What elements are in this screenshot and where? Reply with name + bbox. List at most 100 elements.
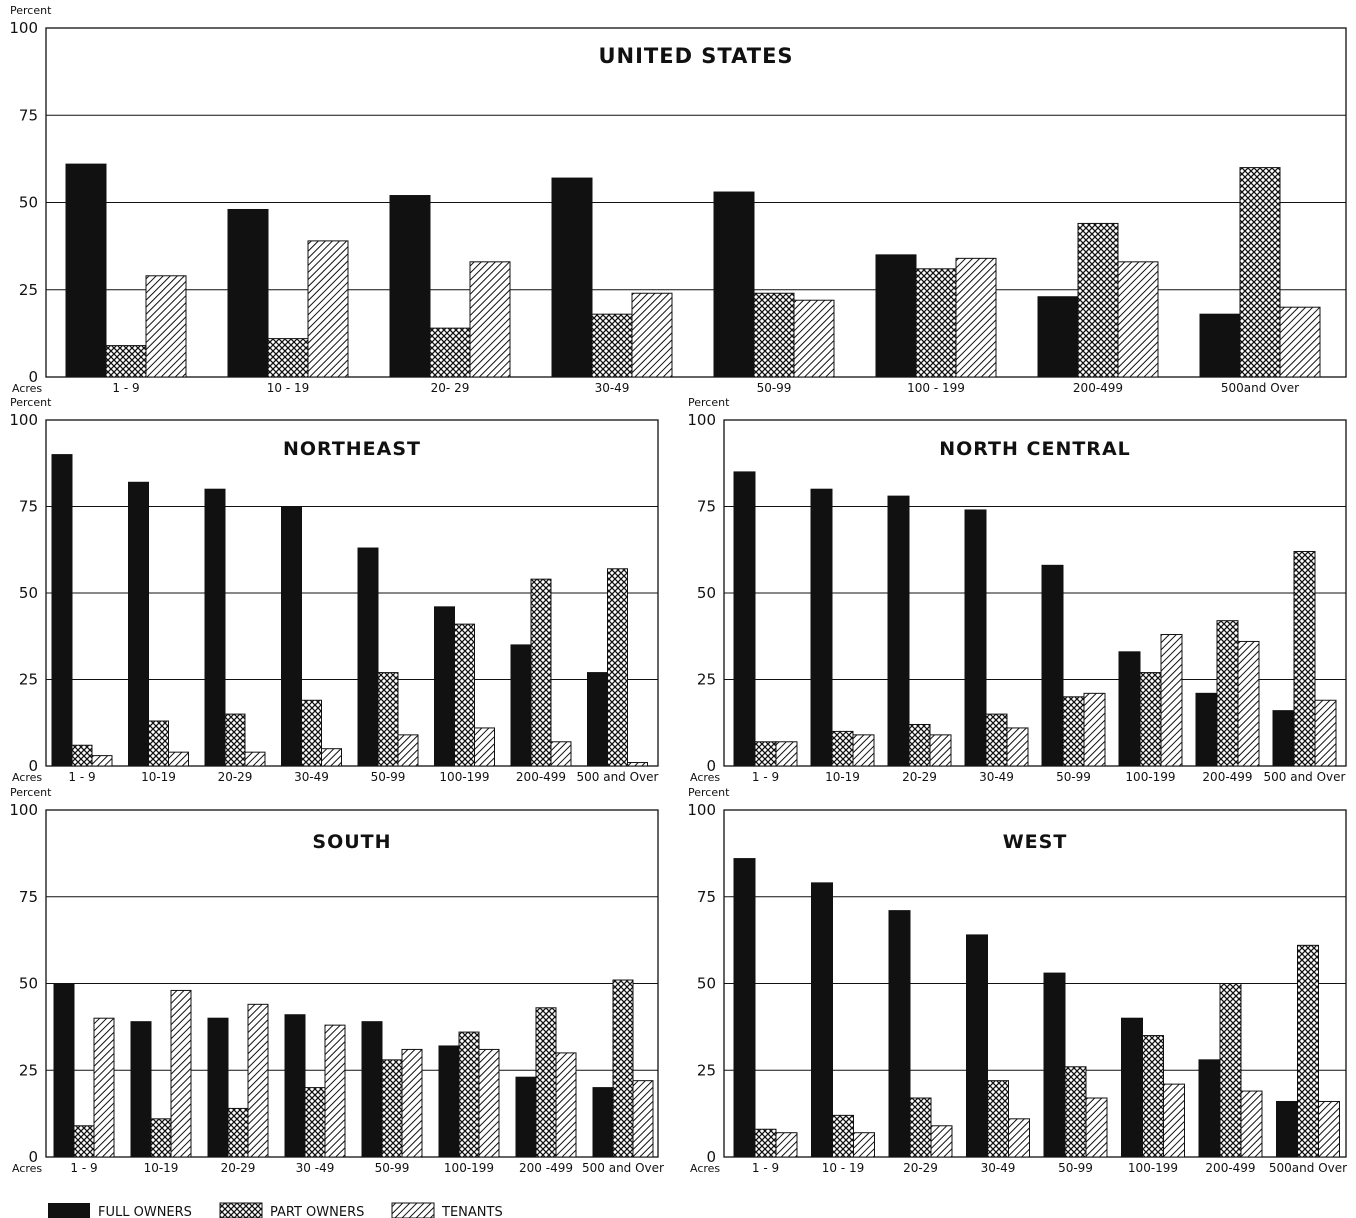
chart-title: WEST	[1003, 831, 1068, 853]
bar-part-owners-100-199	[454, 623, 475, 767]
bar-full-owners-500-and-over	[592, 1087, 614, 1158]
bar-full-owners-20-29	[888, 910, 911, 1158]
y-tick-label: 25	[19, 1061, 38, 1079]
bar-group-1-9	[65, 163, 187, 378]
y-tick-label: 50	[697, 584, 716, 602]
bar-full-owners-200-499	[1198, 1059, 1221, 1158]
y-tick-label: 0	[28, 757, 38, 775]
x-axis-label: Acres	[12, 382, 42, 395]
y-axis-label: Percent	[10, 4, 52, 17]
legend-label-full-owners: FULL OWNERS	[98, 1205, 192, 1218]
bar-tenants-500and-over	[1318, 1100, 1340, 1158]
bar-group-100-199	[438, 1031, 500, 1158]
bar-group-20-29	[207, 1003, 269, 1158]
bar-tenants-200-499	[1237, 640, 1260, 767]
x-tick-label: 30 -49	[296, 1161, 335, 1175]
bar-tenants-30-49	[1008, 1118, 1030, 1158]
y-tick-label: 50	[697, 975, 716, 993]
x-tick-label: 500 and Over	[577, 770, 659, 784]
bar-group-100-199	[1121, 1017, 1185, 1158]
x-tick-label: 1 - 9	[68, 770, 95, 784]
bar-full-owners-100-199	[434, 606, 455, 767]
bar-full-owners-100-199	[1121, 1017, 1143, 1158]
bar-tenants-500-and-over	[1314, 699, 1337, 767]
x-tick-label: 500and Over	[1221, 381, 1299, 395]
panel-west: 0 25 50 75 100 Percent Acres WEST 1 - 9 10 - 19 20…	[687, 786, 1347, 1175]
x-tick-label: 50-99	[375, 1161, 410, 1175]
y-tick-label: 0	[706, 757, 716, 775]
legend-label-tenants: TENANTS	[441, 1205, 503, 1218]
bar-tenants-1-9	[91, 755, 113, 767]
y-tick-label: 100	[687, 801, 716, 819]
bar-part-owners-30-49	[987, 1080, 1009, 1158]
bar-full-owners-100-199	[438, 1045, 460, 1158]
bar-part-owners-50-99	[753, 292, 795, 378]
bar-part-owners-50-99	[381, 1059, 403, 1158]
x-tick-label: 10-19	[825, 770, 860, 784]
bar-part-owners-100-199	[1142, 1035, 1164, 1158]
bar-part-owners-30-49	[985, 713, 1008, 767]
bar-group-100-199	[1118, 634, 1183, 767]
y-axis-label: Percent	[10, 786, 52, 799]
panel-northeast: 0 25 50 75 100 Percent Acres NORTHEAST 1 - 9 10-1…	[9, 396, 659, 784]
bar-tenants-20-29	[930, 1125, 953, 1158]
bar-part-owners-50-99	[377, 672, 399, 767]
bar-part-owners-200-499	[1077, 222, 1119, 378]
bar-full-owners-1-9	[65, 163, 107, 378]
bar-tenants-30-49	[631, 292, 673, 378]
bar-tenants-500and-over	[1279, 306, 1321, 378]
x-tick-label: 200-499	[1073, 381, 1123, 395]
bar-part-owners-10-19	[148, 720, 169, 767]
bar-tenants-100-199	[474, 727, 495, 767]
bar-part-owners-500and-over	[1297, 944, 1319, 1158]
bar-full-owners-30-49	[284, 1014, 306, 1158]
x-tick-label: 1 - 9	[752, 1161, 779, 1175]
bar-part-owners-200-499	[1216, 620, 1239, 767]
x-tick-label: 20-29	[218, 770, 253, 784]
bar-group-50-99	[713, 191, 835, 378]
bar-tenants-20-29	[929, 734, 952, 767]
bar-part-owners-100-199	[915, 268, 957, 378]
x-tick-label: 1 - 9	[70, 1161, 97, 1175]
bar-full-owners-500and-over	[1276, 1100, 1298, 1158]
bar-full-owners-20-29	[389, 195, 431, 378]
bar-full-owners-100-199	[1118, 651, 1141, 767]
x-tick-label: 30-49	[294, 770, 329, 784]
x-tick-label: 100-199	[1125, 770, 1175, 784]
bar-tenants-50-99	[1085, 1097, 1108, 1158]
bar-group-500-and-over	[587, 568, 648, 767]
bar-part-owners-100-199	[1139, 672, 1162, 767]
bar-part-owners-1-9	[73, 1125, 95, 1158]
bar-part-owners-1-9	[754, 1128, 777, 1158]
bar-part-owners-10-19	[267, 338, 309, 378]
y-axis-label: Percent	[688, 786, 730, 799]
bar-full-owners-1-9	[733, 471, 756, 767]
x-tick-label: 100 - 199	[907, 381, 965, 395]
y-tick-label: 75	[19, 498, 38, 516]
bar-group-50-99	[1043, 972, 1108, 1158]
bar-group-30-49	[551, 177, 673, 378]
bar-group-30-49	[966, 934, 1030, 1158]
bar-part-owners-10-19	[150, 1118, 172, 1158]
bar-group-1-9	[733, 858, 798, 1158]
chart-title: UNITED STATES	[598, 44, 793, 68]
bar-full-owners-1-9	[51, 454, 73, 767]
bar-full-owners-500-and-over	[1272, 710, 1295, 767]
bar-full-owners-30-49	[281, 506, 302, 767]
bar-tenants-100-199	[955, 257, 997, 378]
bar-full-owners-20-29	[207, 1017, 229, 1158]
bar-full-owners-1-9	[733, 858, 756, 1158]
bar-tenants-10-19	[853, 1132, 875, 1158]
bar-group-100-199	[875, 254, 997, 378]
y-tick-label: 100	[9, 411, 38, 429]
legend-swatch-full-owners	[48, 1203, 90, 1218]
y-tick-label: 25	[19, 671, 38, 689]
x-tick-label: 20-29	[902, 770, 937, 784]
y-axis-label: Percent	[10, 396, 52, 409]
bar-full-owners-50-99	[1041, 564, 1064, 767]
bar-tenants-50-99	[397, 734, 419, 767]
x-tick-label: 20- 29	[431, 381, 470, 395]
bar-group-20-29	[888, 910, 953, 1158]
bar-full-owners-30-49	[551, 177, 593, 378]
